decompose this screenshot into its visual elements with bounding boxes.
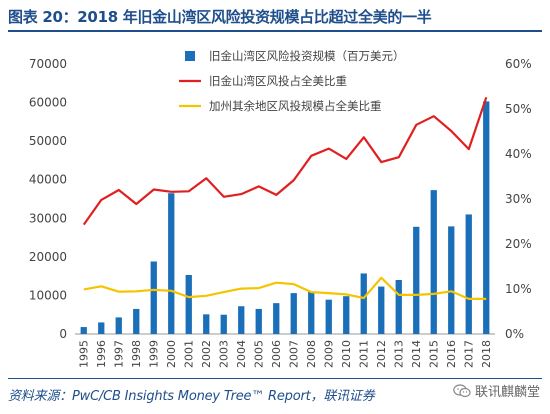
x-tick-label: 2008 xyxy=(305,340,318,368)
bar xyxy=(465,214,472,334)
bar xyxy=(395,280,402,334)
x-tick-label: 2016 xyxy=(445,340,458,368)
bar xyxy=(255,308,262,334)
legend-label: 旧金山湾区风险投资规模（百万美元） xyxy=(209,49,405,63)
x-tick-label: 2009 xyxy=(323,340,336,368)
x-tick-label: 2005 xyxy=(253,340,266,368)
x-tick-label: 2001 xyxy=(183,340,196,368)
y-right-tick-label: 40% xyxy=(505,147,532,161)
bar xyxy=(185,274,192,334)
watermark-text: 联讯麒麟堂 xyxy=(474,385,540,400)
y-right-tick-label: 0% xyxy=(505,327,524,341)
x-tick-label: 2000 xyxy=(165,340,178,368)
x-tick-label: 2004 xyxy=(235,340,248,368)
bar xyxy=(308,291,315,334)
bar xyxy=(378,286,385,334)
bar xyxy=(98,322,105,334)
x-tick-label: 1995 xyxy=(78,340,91,368)
x-tick-label: 2003 xyxy=(218,340,231,368)
bar xyxy=(273,303,280,334)
x-tick-label: 2012 xyxy=(375,340,388,368)
bar xyxy=(430,190,437,334)
bar xyxy=(325,299,332,334)
x-tick-label: 2011 xyxy=(358,340,371,368)
y-right-tick-label: 20% xyxy=(505,237,532,251)
footer-rule xyxy=(8,378,542,379)
bar xyxy=(448,226,455,334)
y-left-tick-label: 40000 xyxy=(29,173,67,187)
x-tick-label: 1996 xyxy=(95,340,108,368)
y-left-tick-label: 70000 xyxy=(29,57,67,71)
legend-label: 加州其余地区风投规模占全美比重 xyxy=(209,99,382,113)
y-right-tick-label: 50% xyxy=(505,102,532,116)
bar xyxy=(80,327,87,334)
x-tick-label: 2014 xyxy=(410,340,423,368)
legend-swatch-bar xyxy=(185,51,195,61)
x-tick-label: 2006 xyxy=(270,340,283,368)
y-left-tick-label: 60000 xyxy=(29,96,67,110)
bar xyxy=(483,101,490,335)
y-left-tick-label: 20000 xyxy=(29,250,67,264)
chart-title: 图表 20：2018 年旧金山湾区风险投资规模占比超过全美的一半 xyxy=(8,8,432,26)
y-left-tick-label: 10000 xyxy=(29,288,67,302)
title-rule xyxy=(8,30,542,32)
bar xyxy=(168,193,175,334)
series-line-ca-share xyxy=(83,276,487,300)
source-note: 资料来源：PwC/CB Insights Money Tree™ Report，… xyxy=(8,389,375,404)
bar xyxy=(238,306,245,334)
watermark: 联讯麒麟堂 xyxy=(453,381,540,400)
x-tick-label: 2002 xyxy=(200,340,213,368)
bar xyxy=(133,308,140,334)
x-tick-label: 2018 xyxy=(480,340,493,368)
x-tick-label: 2013 xyxy=(393,340,406,368)
x-tick-label: 2007 xyxy=(288,340,301,368)
x-tick-label: 1998 xyxy=(130,340,143,368)
bar xyxy=(150,261,157,334)
bar xyxy=(203,314,210,334)
bar xyxy=(220,314,227,334)
x-tick-label: 2010 xyxy=(340,340,353,368)
bar xyxy=(360,273,367,334)
x-tick-label: 2015 xyxy=(428,340,441,368)
series-line-sf-share xyxy=(82,96,488,226)
y-left-tick-label: 30000 xyxy=(29,211,67,225)
y-right-tick-label: 60% xyxy=(505,57,532,71)
x-tick-label: 2017 xyxy=(463,340,476,368)
x-tick-label: 1999 xyxy=(148,340,161,368)
bar xyxy=(115,317,122,334)
y-left-tick-label: 50000 xyxy=(29,134,67,148)
legend-label: 旧金山湾区风投占全美比重 xyxy=(209,74,347,88)
x-tick-label: 1997 xyxy=(113,340,126,368)
bar xyxy=(413,226,420,334)
wechat-icon xyxy=(453,383,471,397)
y-right-tick-label: 10% xyxy=(505,282,532,296)
y-left-tick-label: 0 xyxy=(59,327,67,341)
y-right-tick-label: 30% xyxy=(505,192,532,206)
bar xyxy=(343,296,350,334)
bar xyxy=(290,293,297,334)
